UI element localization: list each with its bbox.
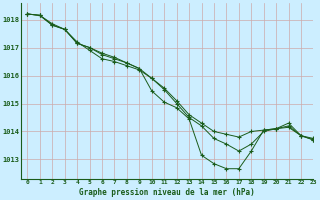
X-axis label: Graphe pression niveau de la mer (hPa): Graphe pression niveau de la mer (hPa) [79, 188, 255, 197]
